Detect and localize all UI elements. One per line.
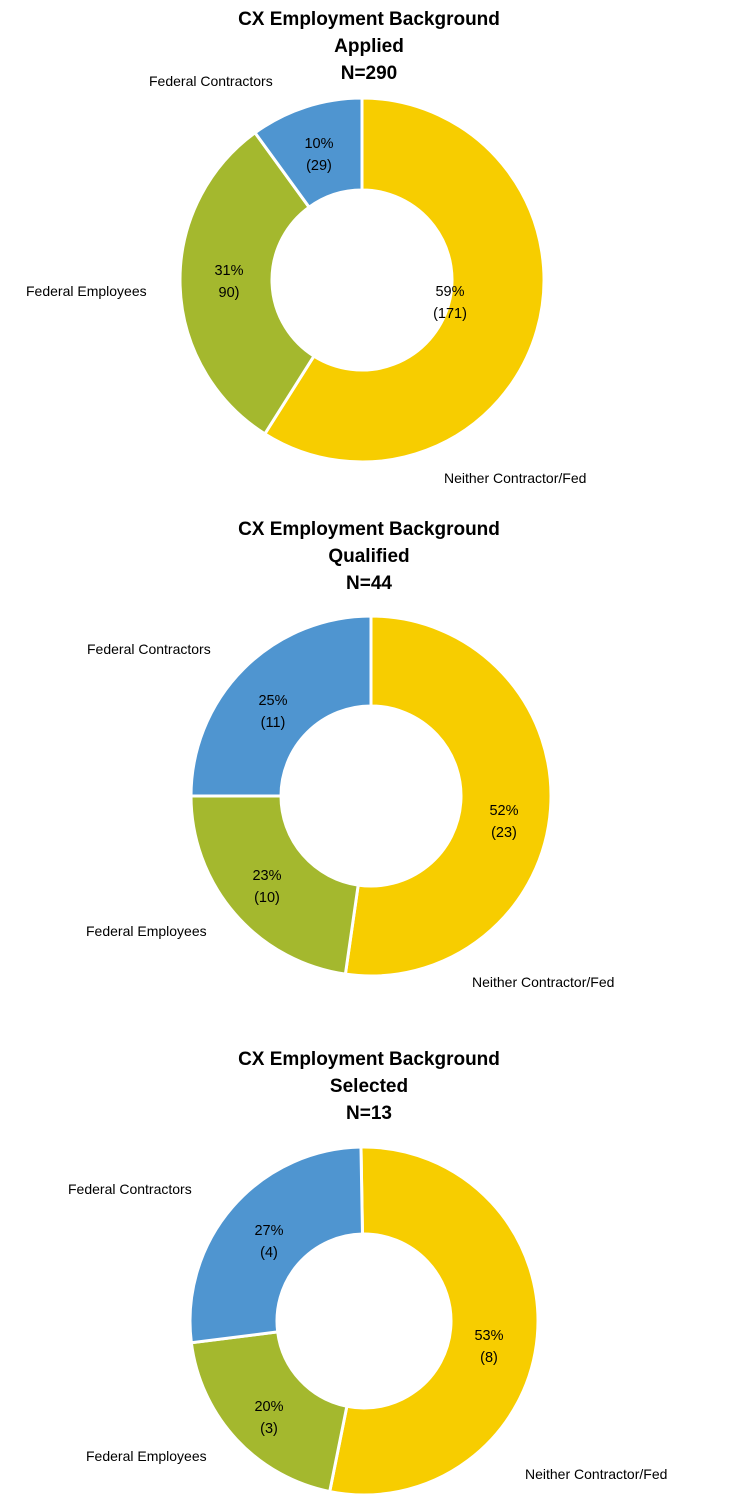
category-label-federal-contractors: Federal Contractors xyxy=(68,1181,192,1197)
category-label-neither: Neither Contractor/Fed xyxy=(444,470,587,486)
category-label-federal-contractors: Federal Contractors xyxy=(87,641,211,657)
slice-percent-label-federal-contractors: 27% xyxy=(254,1223,283,1239)
donut-chart-applied: 59% (171) 31% 90) 10% (29) xyxy=(178,96,546,464)
donut-slice-neither xyxy=(327,1145,540,1497)
chart-title: CX Employment Background Selected N=13 xyxy=(0,1046,738,1127)
slice-percent-label-federal-contractors: 25% xyxy=(258,693,287,709)
donut-chart-qualified: 52% (23) 23% (10) 25% (11) xyxy=(189,614,553,978)
donut-slice-federal-employees xyxy=(189,794,360,976)
slice-percent-label-neither: 52% xyxy=(489,803,518,819)
category-label-federal-employees: Federal Employees xyxy=(86,923,207,939)
category-label-federal-employees: Federal Employees xyxy=(86,1448,207,1464)
chart-title-main: CX Employment Background xyxy=(238,519,500,540)
chart-title-main: CX Employment Background xyxy=(238,1049,500,1070)
chart-title-stage: Selected xyxy=(329,1076,409,1097)
donut-slice-neither xyxy=(343,614,553,978)
donut-slice-federal-employees xyxy=(189,1330,349,1494)
slice-percent-label-federal-contractors: 10% xyxy=(304,136,333,152)
donut-panel-qualified: CX Employment Background Qualified N=44 … xyxy=(0,510,738,1010)
slice-count-label-federal-employees: (10) xyxy=(254,890,280,906)
donut-panel-applied: CX Employment Background Applied N=290 F… xyxy=(0,0,738,500)
slice-count-label-federal-contractors: (29) xyxy=(306,158,332,174)
donut-slice-federal-contractors xyxy=(252,96,364,210)
donut-slice-federal-contractors xyxy=(189,614,373,798)
category-label-federal-employees: Federal Employees xyxy=(26,283,147,299)
chart-title: CX Employment Background Applied N=290 xyxy=(0,6,738,87)
category-label-neither: Neither Contractor/Fed xyxy=(525,1466,668,1482)
slice-count-label-federal-contractors: (4) xyxy=(260,1245,278,1261)
chart-title: CX Employment Background Qualified N=44 xyxy=(0,516,738,597)
slice-count-label-federal-employees: 90) xyxy=(219,285,240,301)
slice-percent-label-federal-employees: 31% xyxy=(214,263,243,279)
slice-count-label-neither: (8) xyxy=(480,1350,498,1366)
chart-title-n: N=290 xyxy=(340,63,398,84)
slice-percent-label-federal-employees: 20% xyxy=(254,1399,283,1415)
chart-title-n: N=44 xyxy=(346,573,392,594)
category-label-federal-contractors: Federal Contractors xyxy=(149,73,273,89)
donut-slice-federal-employees xyxy=(178,130,317,436)
donut-slice-federal-contractors xyxy=(188,1145,365,1345)
slice-count-label-federal-employees: (3) xyxy=(260,1421,278,1437)
category-label-neither: Neither Contractor/Fed xyxy=(472,974,615,990)
chart-title-n: N=13 xyxy=(346,1103,392,1124)
chart-title-stage: Applied xyxy=(334,36,404,57)
slice-percent-label-neither: 53% xyxy=(474,1328,503,1344)
slice-percent-label-federal-employees: 23% xyxy=(252,868,281,884)
slice-count-label-neither: (171) xyxy=(433,306,467,322)
chart-title-main: CX Employment Background xyxy=(238,9,500,30)
donut-panel-selected: CX Employment Background Selected N=13 F… xyxy=(0,1040,738,1501)
chart-title-stage: Qualified xyxy=(328,546,410,567)
slice-percent-label-neither: 59% xyxy=(435,284,464,300)
donut-chart-selected: 53% (8) 20% (3) 27% (4) xyxy=(188,1145,540,1497)
donut-slice-neither xyxy=(262,96,546,464)
slice-count-label-neither: (23) xyxy=(491,825,517,841)
slice-count-label-federal-contractors: (11) xyxy=(261,715,286,731)
